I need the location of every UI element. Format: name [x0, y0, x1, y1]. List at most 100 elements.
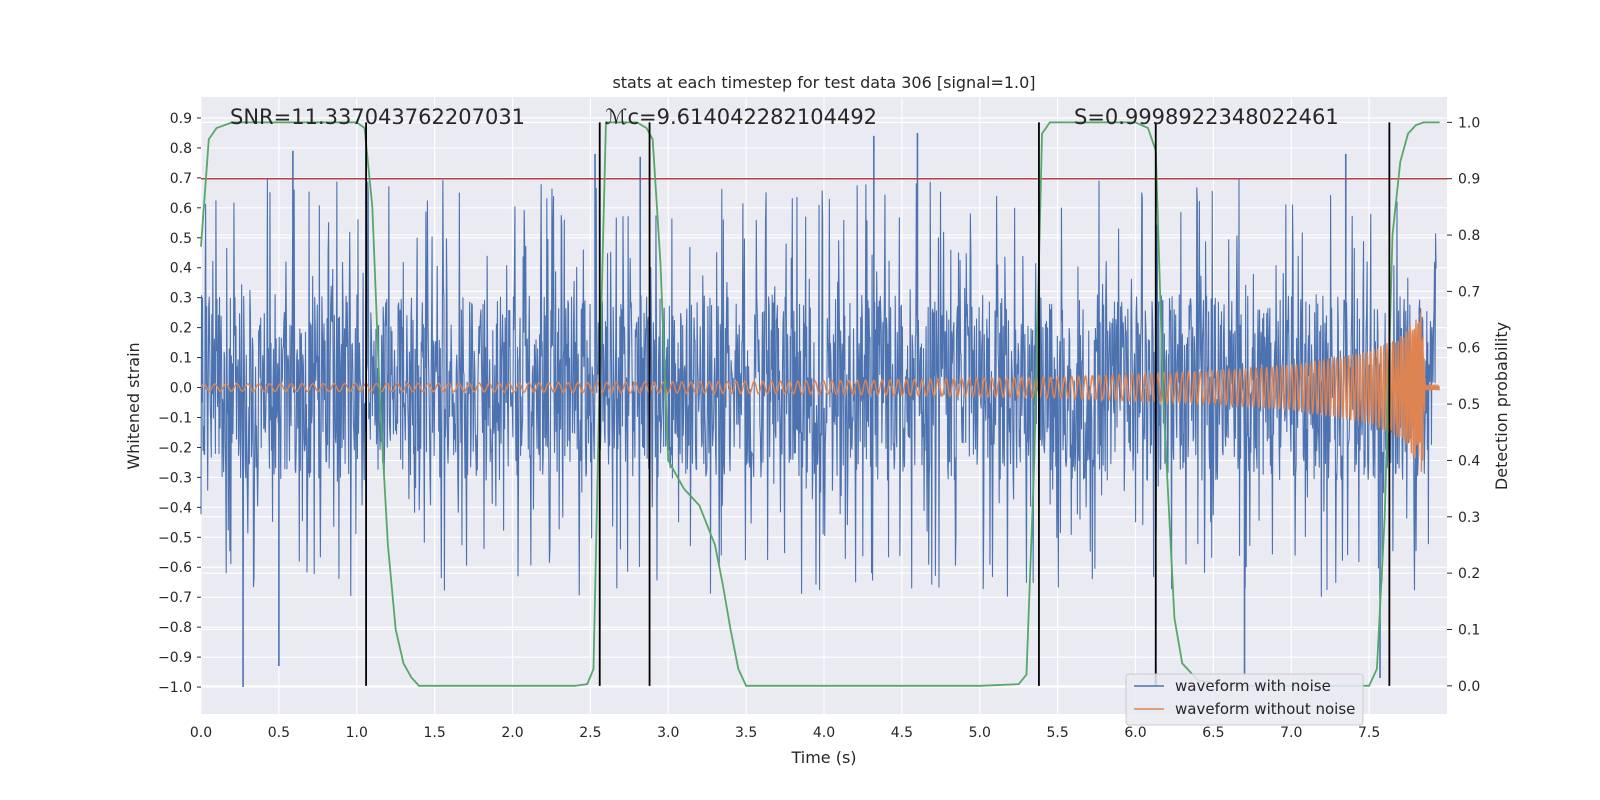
legend-label-clean: waveform without noise — [1175, 700, 1355, 718]
probability-point — [652, 138, 654, 140]
probability-point — [1018, 683, 1020, 685]
y-tick-label: −0.5 — [158, 530, 192, 546]
x-tick-label: 1.5 — [423, 725, 445, 741]
probability-point — [574, 685, 576, 687]
probability-point — [979, 685, 981, 687]
y2-axis-ticks: 0.0 0.1 0.2 0.3 0.4 0.5 0.6 0.7 0.8 0.9 1.0 — [1447, 115, 1480, 695]
y-tick-label: −0.2 — [158, 440, 192, 456]
probability-point — [1025, 673, 1028, 676]
probability-point — [1407, 133, 1409, 135]
probability-point — [659, 262, 662, 264]
x-tick-label: 7.0 — [1280, 725, 1302, 741]
y2-tick-label: 0.5 — [1458, 397, 1480, 413]
probability-point — [208, 138, 210, 140]
probability-point — [410, 676, 412, 678]
y-tick-label: 0.2 — [170, 321, 192, 337]
y-tick-label: 0.7 — [170, 171, 192, 187]
probability-point — [667, 459, 669, 462]
y-tick-label: 0.0 — [170, 381, 192, 397]
probability-point — [215, 127, 218, 129]
probability-point — [1415, 124, 1417, 126]
probability-point — [340, 121, 342, 123]
y-tick-label: −0.9 — [158, 650, 192, 666]
x-tick-label: 1.0 — [346, 725, 368, 741]
probability-point — [1041, 133, 1043, 135]
probability-point — [714, 544, 716, 546]
probability-point — [586, 683, 588, 685]
probability-point — [683, 488, 685, 490]
y-axis-label: Whitened strain — [124, 342, 143, 469]
probability-point — [231, 121, 233, 123]
probability-point — [636, 121, 638, 123]
probability-point — [402, 662, 405, 664]
y2-tick-label: 0.9 — [1458, 172, 1480, 188]
probability-point — [418, 685, 420, 687]
probability-point — [745, 685, 747, 687]
y2-axis-label: Detection probability — [1492, 322, 1511, 490]
x-tick-label: 0.5 — [268, 725, 290, 741]
x-tick-label: 6.0 — [1124, 725, 1146, 741]
x-tick-label: 5.5 — [1046, 725, 1068, 741]
probability-point — [722, 583, 724, 586]
x-tick-label: 2.5 — [579, 725, 601, 741]
y2-tick-label: 0.0 — [1458, 679, 1480, 695]
probability-point — [1049, 121, 1051, 123]
probability-point — [379, 403, 381, 405]
x-tick-label: 5.0 — [969, 725, 991, 741]
probability-point — [363, 127, 366, 129]
chirp-series-layer — [200, 312, 1440, 472]
x-tick-label: 6.5 — [1202, 725, 1224, 741]
probability-point — [200, 245, 202, 247]
y-tick-label: 0.9 — [170, 111, 192, 127]
x-tick-label: 2.0 — [501, 725, 523, 741]
probability-point — [1368, 685, 1370, 687]
y2-tick-label: 0.8 — [1458, 228, 1480, 244]
y-tick-label: −0.1 — [158, 410, 192, 426]
probability-point — [1072, 121, 1074, 123]
y2-tick-label: 0.6 — [1458, 341, 1480, 357]
probability-point — [309, 121, 311, 123]
probability-point — [449, 685, 451, 687]
x-tick-label: 3.5 — [735, 725, 757, 741]
probability-point — [1384, 516, 1386, 518]
clean-series-line — [200, 312, 1440, 472]
x-tick-label: 7.5 — [1358, 725, 1380, 741]
probability-point — [371, 206, 373, 208]
y-tick-label: 0.1 — [170, 351, 192, 367]
y-tick-label: 0.8 — [170, 141, 192, 157]
noise-series-layer — [200, 132, 1437, 688]
y-tick-label: −0.6 — [158, 560, 192, 576]
y2-tick-label: 0.1 — [1458, 622, 1480, 638]
legend: waveform with noise waveform without noi… — [1125, 673, 1364, 726]
y-tick-label: −1.0 — [158, 680, 192, 696]
probability-point — [262, 121, 264, 123]
probability-point — [1438, 121, 1440, 123]
x-tick-label: 3.0 — [657, 725, 679, 741]
y2-tick-label: 1.0 — [1458, 115, 1480, 131]
y-tick-label: 0.3 — [170, 291, 192, 307]
probability-point — [1057, 121, 1059, 123]
s-score-annotation: S=0.9998922348022461 — [1074, 105, 1339, 129]
y-tick-label: −0.4 — [158, 500, 192, 516]
x-axis-label: Time (s) — [790, 748, 856, 767]
probability-point — [592, 668, 595, 670]
y2-tick-label: 0.7 — [1458, 284, 1480, 300]
probability-point — [395, 628, 397, 631]
y2-tick-label: 0.3 — [1458, 510, 1480, 526]
chart-title: stats at each timestep for test data 306… — [612, 73, 1035, 92]
y-tick-label: 0.4 — [170, 261, 192, 277]
probability-point — [645, 127, 648, 129]
y2-tick-label: 0.2 — [1458, 566, 1480, 582]
probability-point — [356, 121, 358, 123]
probability-point — [1376, 668, 1378, 670]
y-tick-label: −0.7 — [158, 590, 192, 606]
y-tick-label: 0.5 — [170, 231, 192, 247]
probability-point — [1181, 662, 1183, 664]
probability-point — [1173, 617, 1176, 619]
probability-point — [605, 121, 607, 123]
x-tick-label: 0.0 — [190, 725, 212, 741]
probability-point — [1033, 459, 1035, 462]
probability-point — [1147, 127, 1149, 129]
y-tick-label: 0.6 — [170, 201, 192, 217]
